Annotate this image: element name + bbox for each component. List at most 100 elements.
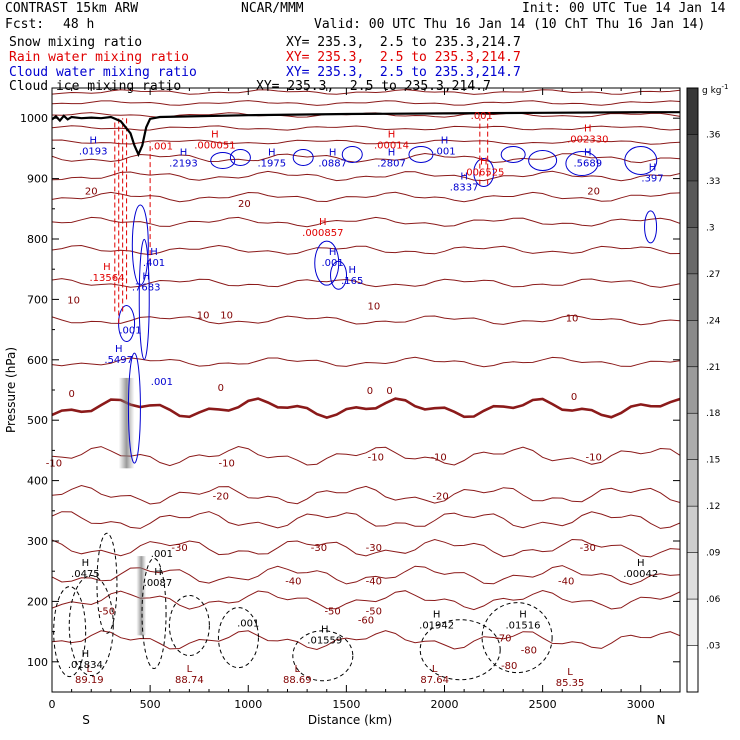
isotherm-label: -30 [311, 543, 327, 554]
colorbar-tick-label: .21 [706, 363, 720, 373]
isotherm-line [52, 511, 680, 529]
mixing-ratio-blob [217, 607, 259, 669]
valid-time: Valid: 00 UTC Thu 16 Jan 14 (10 ChT Thu … [314, 17, 706, 32]
colorbar-tick-label: .24 [706, 316, 721, 326]
isotherm-label: 20 [85, 187, 98, 198]
colorbar-unit: g kg-1 [702, 83, 728, 96]
isotherm-line [52, 630, 680, 651]
extremum-value: .00014 [374, 140, 409, 151]
extremum-value: .006525 [463, 168, 504, 179]
isotherm-label: 10 [367, 301, 380, 312]
org-label: NCAR/MMM [241, 1, 304, 16]
contour-value-label: .001 [237, 619, 259, 630]
extremum-value: 88.69 [283, 675, 312, 686]
mixing-ratio-blob [314, 240, 340, 286]
isotherm-label: 0 [386, 386, 392, 397]
isotherm-line [52, 170, 680, 182]
colorbar-swatch [687, 552, 698, 600]
x-tick-label: 2500 [529, 698, 557, 711]
extremum-value: .0193 [79, 146, 108, 157]
extremum-value: 87.64 [420, 675, 449, 686]
mixing-ratio-blob [127, 352, 141, 464]
isotherm-line [52, 565, 680, 586]
extremum-marker: H [115, 344, 123, 355]
extremum-value: 89.19 [75, 675, 104, 686]
isotherm-label: 10 [566, 314, 579, 325]
x-axis-label: Distance (km) [308, 713, 392, 727]
extremum-marker: H [268, 147, 276, 158]
isotherm-line [52, 538, 680, 558]
mixing-ratio-blob [565, 151, 599, 176]
isotherm-label: -40 [366, 576, 382, 587]
x-tick-label: 1500 [332, 698, 360, 711]
y-tick-label: 900 [27, 173, 48, 186]
colorbar-tick-label: .15 [706, 456, 720, 466]
x-end-left: S [82, 713, 90, 727]
x-tick-label: 2000 [431, 698, 459, 711]
isotherm-line [52, 314, 680, 326]
extremum-marker: L [86, 664, 92, 675]
colorbar-tick-label: .18 [706, 409, 721, 419]
isotherm-line [52, 125, 680, 131]
extremum-value: 88.74 [175, 675, 204, 686]
isotherm-label: 20 [587, 187, 600, 198]
extremum-value: .397 [641, 174, 663, 185]
snow-shade [136, 556, 147, 636]
legend-snow-xy: XY= 235.3, 2.5 to 235.3,214.7 [286, 35, 521, 50]
isotherm-label: 0 [68, 389, 74, 400]
extremum-marker: L [187, 664, 193, 675]
extremum-marker: H [180, 147, 188, 158]
isotherm-label: 0 [367, 386, 373, 397]
extremum-value: .0887 [318, 158, 347, 169]
terrain-line [52, 111, 680, 158]
legend-rain-xy: XY= 235.3, 2.5 to 235.3,214.7 [286, 50, 521, 65]
extremum-value: .5689 [573, 158, 602, 169]
extremum-value: 85.35 [556, 678, 585, 689]
extremum-marker: L [567, 667, 573, 678]
mixing-ratio-blob [419, 619, 501, 681]
colorbar-tick-label: .36 [706, 130, 721, 140]
y-tick-label: 200 [27, 595, 48, 608]
isotherm-label: 10 [67, 295, 80, 306]
extremum-value: .000857 [302, 228, 343, 239]
extremum-value: .01834 [68, 660, 103, 671]
extremum-marker: H [388, 147, 396, 158]
isotherm-label: -30 [366, 543, 382, 554]
mixing-ratio-blob [473, 158, 495, 188]
isotherm-label: -40 [285, 576, 301, 587]
extremum-marker: H [441, 135, 449, 146]
extremum-value: .2807 [377, 158, 406, 169]
contour-value-label: .001 [151, 141, 173, 152]
x-end-right: N [657, 713, 666, 727]
legend-snow-label: Snow mixing ratio [9, 35, 143, 50]
contour-value-label: .001 [151, 377, 173, 388]
isotherm-line [52, 89, 680, 95]
isotherm-label: -30 [580, 543, 596, 554]
isotherm-line [52, 216, 680, 228]
y-tick-label: 600 [27, 354, 48, 367]
y-tick-label: 300 [27, 535, 48, 548]
isotherm-label: -80 [501, 661, 517, 672]
extremum-marker: H [319, 217, 327, 228]
isotherm-line [52, 100, 680, 106]
fcst-value: 48 h [63, 17, 95, 32]
fcst-label: Fcst: [5, 17, 45, 32]
mixing-ratio-blob [408, 145, 434, 163]
colorbar-swatch [687, 180, 698, 228]
init-time: Init: 00 UTC Tue 14 Jan 14 [522, 1, 726, 16]
isotherm-line [52, 191, 680, 203]
isotherm-label: -10 [585, 452, 601, 463]
mixing-ratio-blob [528, 149, 558, 171]
colorbar-swatch [687, 645, 698, 692]
extremum-marker: H [211, 129, 219, 140]
mixing-ratio-blob [330, 260, 348, 290]
mixing-ratio-blob [229, 148, 251, 166]
colorbar-swatch [687, 227, 698, 274]
extremum-value: .1975 [257, 158, 286, 169]
isotherm-label: -60 [358, 616, 374, 627]
mixing-ratio-blob [210, 151, 236, 169]
colorbar-frame [686, 87, 699, 693]
mixing-ratio-blob [96, 532, 118, 634]
x-tick-label: 0 [49, 698, 56, 711]
